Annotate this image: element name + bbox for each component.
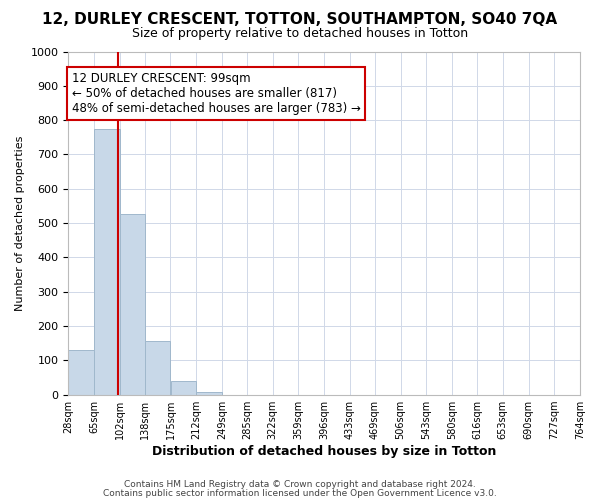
Bar: [94, 128, 119, 394]
Bar: [68, 350, 94, 395]
X-axis label: Distribution of detached houses by size in Totton: Distribution of detached houses by size …: [152, 444, 496, 458]
Bar: [120, 214, 145, 394]
Text: Contains HM Land Registry data © Crown copyright and database right 2024.: Contains HM Land Registry data © Crown c…: [124, 480, 476, 489]
Bar: [170, 381, 196, 394]
Bar: [196, 392, 222, 394]
Y-axis label: Number of detached properties: Number of detached properties: [15, 136, 25, 310]
Bar: [145, 342, 170, 394]
Text: 12 DURLEY CRESCENT: 99sqm
← 50% of detached houses are smaller (817)
48% of semi: 12 DURLEY CRESCENT: 99sqm ← 50% of detac…: [72, 72, 361, 115]
Text: Size of property relative to detached houses in Totton: Size of property relative to detached ho…: [132, 28, 468, 40]
Text: Contains public sector information licensed under the Open Government Licence v3: Contains public sector information licen…: [103, 489, 497, 498]
Text: 12, DURLEY CRESCENT, TOTTON, SOUTHAMPTON, SO40 7QA: 12, DURLEY CRESCENT, TOTTON, SOUTHAMPTON…: [43, 12, 557, 28]
